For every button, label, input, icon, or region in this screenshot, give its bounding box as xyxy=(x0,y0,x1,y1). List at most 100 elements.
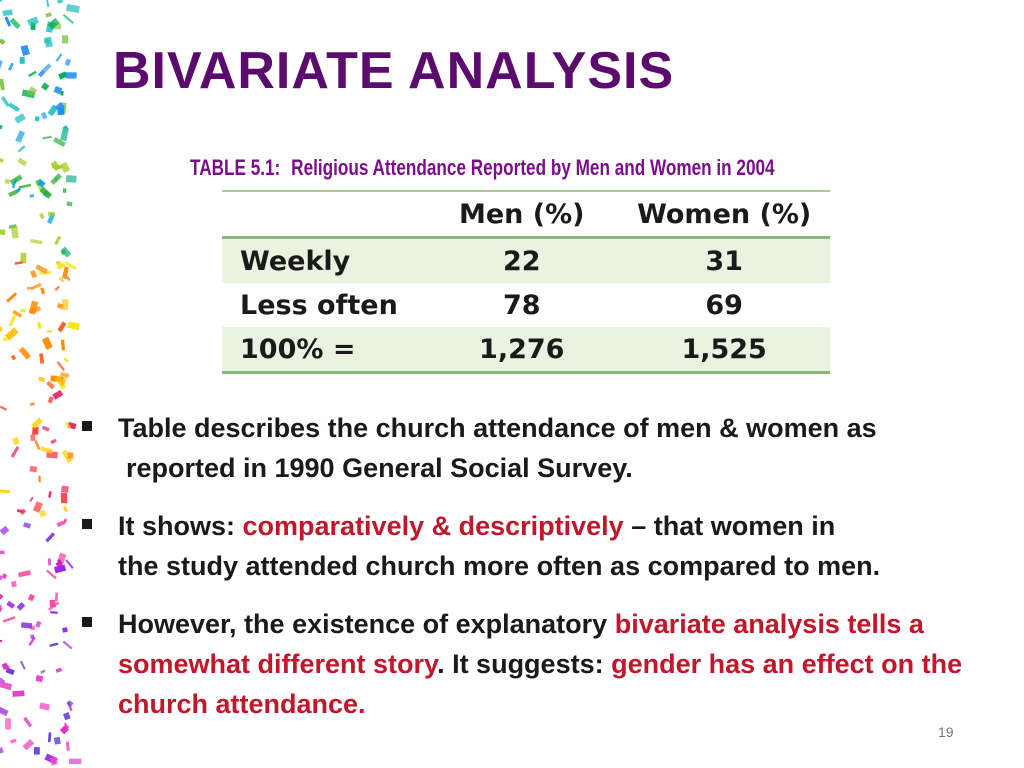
confetti-piece xyxy=(8,62,14,71)
confetti-piece xyxy=(26,86,38,97)
confetti-piece xyxy=(61,449,73,464)
confetti-piece xyxy=(62,35,69,44)
confetti-piece xyxy=(17,570,32,578)
confetti-piece xyxy=(17,145,26,153)
confetti-piece xyxy=(20,252,27,264)
confetti-piece xyxy=(48,491,52,498)
confetti-piece xyxy=(57,321,67,333)
confetti-piece xyxy=(46,380,55,390)
confetti-piece xyxy=(63,722,70,729)
confetti-piece xyxy=(0,604,2,610)
confetti-piece xyxy=(8,189,19,198)
confetti-piece xyxy=(34,440,41,450)
confetti-piece xyxy=(56,260,61,265)
confetti-piece xyxy=(61,298,69,311)
confetti-piece xyxy=(4,16,12,27)
bullet-text: the study attended church more often as … xyxy=(118,551,881,581)
confetti-piece xyxy=(29,194,35,198)
confetti-piece xyxy=(0,550,5,555)
confetti-piece xyxy=(59,161,71,174)
confetti-piece xyxy=(32,501,43,513)
confetti-piece xyxy=(8,314,17,327)
confetti-piece xyxy=(26,286,35,290)
header-empty xyxy=(222,191,425,238)
confetti-piece xyxy=(35,620,42,628)
table-header-row: Men (%) Women (%) xyxy=(222,191,830,238)
confetti-piece xyxy=(0,747,4,756)
cell-men: 22 xyxy=(502,245,541,277)
confetti-piece xyxy=(58,276,65,283)
confetti-piece xyxy=(54,235,62,246)
confetti-piece xyxy=(56,262,66,271)
confetti-piece xyxy=(35,675,44,683)
cell-men: 78 xyxy=(502,289,541,321)
confetti-piece xyxy=(56,520,64,528)
bullet-text: However, the existence of explanatory xyxy=(118,609,615,639)
confetti-piece xyxy=(19,57,25,64)
confetti-piece xyxy=(56,361,66,372)
table-row: 100% = 1,276 1,525 xyxy=(222,327,830,373)
bullet-item: However, the existence of explanatory bi… xyxy=(78,604,998,724)
confetti-piece xyxy=(61,485,69,493)
confetti-piece xyxy=(0,525,10,536)
confetti-piece xyxy=(56,302,64,309)
confetti-piece xyxy=(0,675,6,684)
confetti-piece xyxy=(31,417,43,429)
confetti-piece xyxy=(65,175,77,183)
confetti-piece xyxy=(10,226,19,239)
confetti-piece xyxy=(17,157,28,167)
confetti-piece xyxy=(20,660,26,670)
confetti-piece xyxy=(22,522,32,529)
confetti-piece xyxy=(38,475,41,483)
confetti-piece xyxy=(57,559,62,566)
confetti-piece xyxy=(50,160,61,172)
confetti-piece xyxy=(65,741,70,751)
confetti-piece xyxy=(4,327,19,341)
bullet-emphasis: comparatively & descriptively xyxy=(242,511,624,541)
confetti-piece xyxy=(66,700,74,707)
confetti-piece xyxy=(10,354,17,361)
confetti-piece xyxy=(11,178,18,189)
confetti-piece xyxy=(62,13,75,24)
confetti-piece xyxy=(14,261,24,265)
confetti-piece xyxy=(9,738,17,744)
confetti-piece xyxy=(67,452,74,459)
confetti-piece xyxy=(39,702,51,711)
confetti-piece xyxy=(0,123,3,130)
confetti-piece xyxy=(40,111,48,120)
confetti-piece xyxy=(60,492,68,504)
confetti-piece xyxy=(62,518,68,525)
confetti-piece xyxy=(58,71,68,80)
table-row: Weekly 22 31 xyxy=(222,237,830,283)
confetti-piece xyxy=(0,326,4,334)
confetti-piece xyxy=(45,11,53,18)
confetti-piece xyxy=(49,642,59,648)
confetti-piece xyxy=(0,706,9,717)
table-caption-label: TABLE 5.1: xyxy=(190,155,281,180)
cell-women: 1,525 xyxy=(681,333,767,365)
confetti-piece xyxy=(27,593,35,602)
confetti-piece xyxy=(62,640,73,650)
confetti-piece xyxy=(28,636,36,646)
confetti-piece xyxy=(65,72,77,79)
bullet-text: – that women in xyxy=(623,511,836,541)
bullet-list: Table describes the church attendance of… xyxy=(78,408,998,742)
confetti-piece xyxy=(37,322,42,329)
confetti-piece xyxy=(29,402,35,407)
cell-men: 1,276 xyxy=(479,333,565,365)
header-men: Men (%) xyxy=(458,198,585,230)
confetti-piece xyxy=(66,201,73,207)
confetti-piece xyxy=(50,173,63,186)
confetti-piece xyxy=(41,336,53,350)
bullet-item: It shows: comparatively & descriptively … xyxy=(78,506,998,586)
confetti-piece xyxy=(38,212,45,220)
confetti-piece xyxy=(6,292,18,303)
confetti-piece xyxy=(50,438,57,445)
confetti-piece xyxy=(54,375,66,387)
confetti-piece xyxy=(60,339,66,351)
confetti-piece xyxy=(16,509,23,513)
confetti-piece xyxy=(60,90,64,96)
confetti-piece xyxy=(10,580,17,588)
confetti-piece xyxy=(8,224,17,230)
confetti-piece xyxy=(43,38,51,45)
